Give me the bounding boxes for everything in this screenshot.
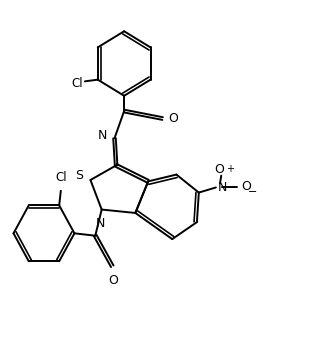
Text: N: N xyxy=(98,129,108,142)
Text: S: S xyxy=(75,169,83,182)
Text: Cl: Cl xyxy=(71,76,83,90)
Text: O: O xyxy=(168,112,178,125)
Text: N: N xyxy=(217,181,227,194)
Text: O: O xyxy=(215,163,225,176)
Text: +: + xyxy=(226,164,234,174)
Text: −: − xyxy=(248,187,257,196)
Text: O: O xyxy=(241,180,251,193)
Text: N: N xyxy=(95,217,105,230)
Text: Cl: Cl xyxy=(55,171,67,184)
Text: O: O xyxy=(109,274,118,287)
